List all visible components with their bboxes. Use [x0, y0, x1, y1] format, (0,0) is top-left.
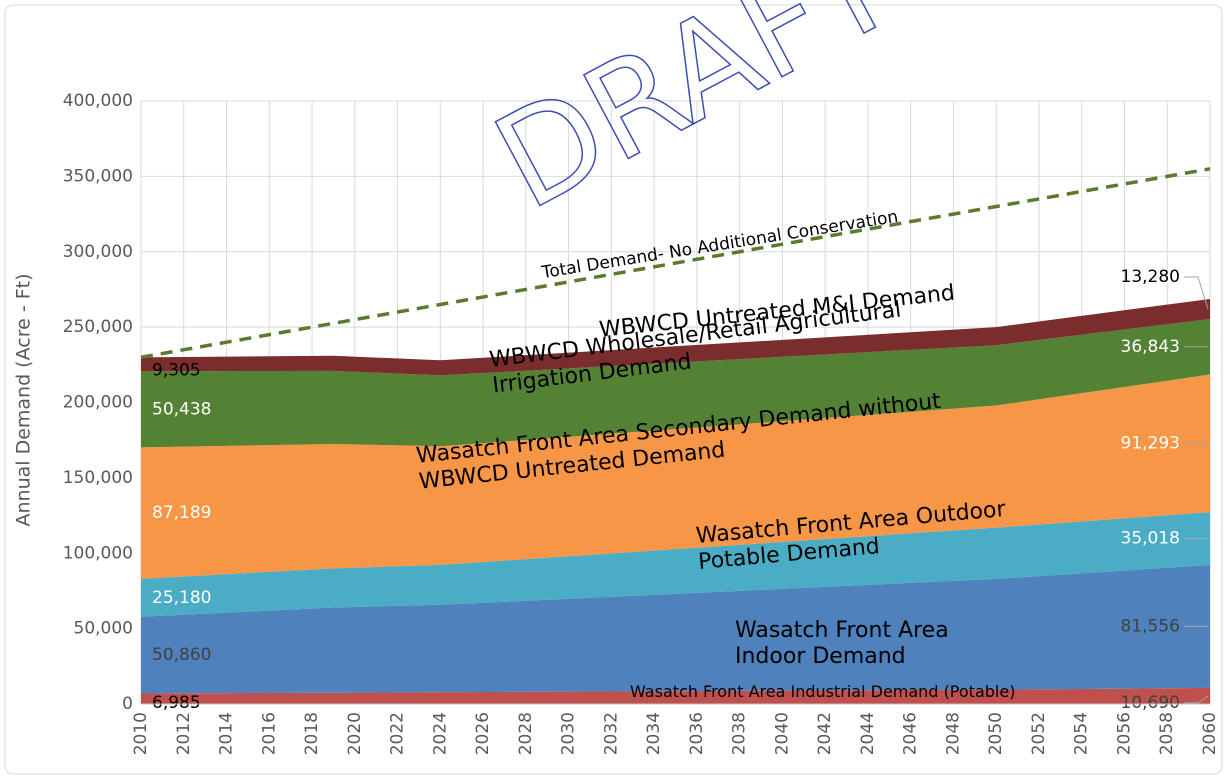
y-axis-label: Annual Demand (Acre - Ft): [13, 273, 35, 526]
area-label-box: Wasatch Front Area Industrial Demand (Po…: [630, 682, 1016, 701]
x-tick-label: 2030: [559, 712, 579, 755]
leader-line: [1184, 276, 1209, 310]
y-tick-label: 200,000: [63, 393, 133, 413]
value-label: 10,690: [1121, 693, 1180, 713]
y-tick-label: 300,000: [63, 242, 133, 262]
x-tick-label: 2042: [815, 712, 835, 755]
value-label: 25,180: [152, 588, 211, 608]
y-tick-label: 100,000: [63, 543, 133, 563]
value-label: 13,280: [1121, 267, 1180, 287]
x-tick-label: 2014: [217, 712, 237, 755]
area: [141, 687, 1210, 704]
value-label: 9,305: [152, 360, 201, 380]
x-tick-label: 2028: [516, 712, 536, 755]
area: [141, 374, 1210, 579]
x-tick-label: 2036: [687, 712, 707, 755]
value-label: 6,985: [152, 693, 201, 713]
x-tick-label: 2046: [901, 712, 921, 755]
y-tick-label: 150,000: [63, 468, 133, 488]
x-tick-label: 2038: [730, 712, 750, 755]
value-label: 35,018: [1121, 529, 1180, 549]
x-tick-label: 2018: [302, 712, 322, 755]
x-tick-label: 2058: [1157, 712, 1177, 755]
x-tick-label: 2054: [1072, 712, 1092, 755]
x-tick-label: 2060: [1200, 712, 1220, 755]
total-line: [140, 167, 1211, 359]
x-tick-label: 2026: [473, 712, 493, 755]
area-label: Wasatch Front Area Indoor Demand: [735, 618, 949, 670]
x-tick-label: 2052: [1029, 712, 1049, 755]
x-tick-label: 2010: [131, 712, 151, 755]
value-label: 50,860: [152, 645, 211, 665]
y-tick-label: 50,000: [74, 619, 133, 639]
area: [141, 564, 1210, 694]
value-label: 87,189: [152, 503, 211, 523]
value-label: 50,438: [152, 399, 211, 419]
x-tick-label: 2044: [858, 712, 878, 755]
x-tick-label: 2032: [601, 712, 621, 755]
x-tick-label: 2020: [345, 712, 365, 755]
area-label: Wasatch Front Area Industrial Demand (Po…: [630, 682, 1016, 701]
x-tick-label: 2050: [986, 712, 1006, 755]
value-label: 91,293: [1121, 433, 1180, 453]
area: [141, 512, 1210, 617]
y-tick-label: 350,000: [63, 166, 133, 186]
x-tick-label: 2016: [259, 712, 279, 755]
y-tick-label: 0: [122, 694, 133, 714]
area-label-box: Wasatch Front Area Indoor Demand: [735, 618, 949, 670]
y-tick-label: 250,000: [63, 317, 133, 337]
x-tick-label: 2022: [388, 712, 408, 755]
leader-line: [1184, 695, 1209, 704]
area: [141, 318, 1210, 448]
area: [141, 298, 1210, 376]
x-tick-label: 2040: [772, 712, 792, 755]
x-tick-label: 2012: [174, 712, 194, 755]
y-tick-label: 400,000: [63, 91, 133, 111]
x-tick-label: 2056: [1114, 712, 1134, 755]
value-label: 81,556: [1121, 616, 1180, 636]
value-label: 36,843: [1121, 337, 1180, 357]
x-tick-label: 2034: [644, 712, 664, 755]
x-tick-label: 2048: [943, 712, 963, 755]
x-tick-label: 2024: [430, 712, 450, 755]
